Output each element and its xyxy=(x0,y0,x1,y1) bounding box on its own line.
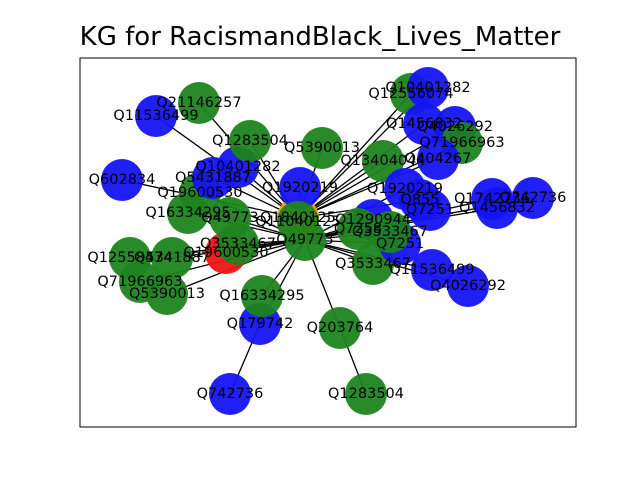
node-label: Q19600530 xyxy=(183,245,268,261)
graph-node xyxy=(101,159,143,201)
node-label: Q742736 xyxy=(197,386,264,402)
graph-node xyxy=(241,275,283,317)
graph-node xyxy=(337,208,379,250)
node-label: Q7258 xyxy=(334,221,382,237)
graph-node xyxy=(279,167,321,209)
node-label: Q16334295 xyxy=(219,288,304,304)
node-label: Q3533467 xyxy=(352,224,428,240)
node-label: Q1283504 xyxy=(212,133,288,149)
graph-edge xyxy=(297,123,425,219)
graph-title: KG for RacismandBlack_Lives_Matter xyxy=(79,22,561,52)
node-label: Q4026292 xyxy=(417,119,493,135)
node-label: Q1920219 xyxy=(262,180,338,196)
node-label: Q1840125 xyxy=(260,210,336,226)
graph-node xyxy=(178,82,220,124)
node-layer xyxy=(101,67,554,415)
node-label: Q1456832 xyxy=(386,116,462,132)
node-label: Q1742736 xyxy=(454,191,530,207)
graph-node xyxy=(151,237,193,279)
graph-edge xyxy=(297,158,439,219)
graph-node xyxy=(399,179,441,221)
node-label: Q5341887 xyxy=(134,250,210,266)
node-label: Q5390013 xyxy=(284,140,360,156)
graph-node xyxy=(345,373,387,415)
node-label: Q7251 xyxy=(376,236,424,252)
node-label: Q1920219 xyxy=(367,181,443,197)
node-label: Q12558474 xyxy=(87,250,172,266)
node-label: Q11536499 xyxy=(389,262,474,278)
graph-node xyxy=(403,103,445,145)
node-label: Q71966963 xyxy=(419,135,504,151)
graph-node xyxy=(512,177,554,219)
node-label: Q1283504 xyxy=(328,386,404,402)
graph-node xyxy=(229,120,271,162)
graph-node xyxy=(319,307,361,349)
node-label: Q19600530 xyxy=(157,185,242,201)
graph-node xyxy=(411,249,453,291)
node-label: Q11536499 xyxy=(113,108,198,124)
node-label: Q179742 xyxy=(227,316,294,332)
graph-node xyxy=(109,237,151,279)
node-label: Q742736 xyxy=(500,190,567,206)
node-label: Q49773 xyxy=(201,210,259,226)
node-label: Q3533467 xyxy=(335,256,411,272)
node-label: Q855 xyxy=(400,192,439,208)
graph-node xyxy=(471,178,513,220)
graph-node xyxy=(209,373,251,415)
plot-frame xyxy=(79,57,577,428)
graph-node xyxy=(135,95,177,137)
node-label: Q4026292 xyxy=(430,278,506,294)
node-label: Q203764 xyxy=(307,320,374,336)
node-label: Q13404044 xyxy=(340,153,425,169)
node-label: Q1290944 xyxy=(335,212,411,228)
node-label: Q3533467 xyxy=(200,236,276,252)
node-label: Q602834 xyxy=(89,172,156,188)
node-label: Q10401282 xyxy=(195,159,280,175)
graph-node xyxy=(209,197,251,239)
node-label: Q10401282 xyxy=(385,80,470,96)
node-label: Q5431887 xyxy=(175,170,251,186)
node-label: Q1456832 xyxy=(459,200,535,216)
node-label: Q12556074 xyxy=(368,86,453,102)
node-label: Q49773 xyxy=(276,232,334,248)
node-label: Q21146257 xyxy=(156,95,241,111)
graph-node xyxy=(301,127,343,169)
graph-node xyxy=(417,138,459,180)
node-label: Q7251 xyxy=(406,202,454,218)
node-label: Q11040125 xyxy=(255,214,340,230)
graph-node xyxy=(447,265,489,307)
graph-node xyxy=(407,67,449,109)
node-label: Q71966963 xyxy=(97,274,182,290)
node-label: Q404267 xyxy=(405,151,472,167)
graph-node xyxy=(277,201,319,243)
node-label: Q5390013 xyxy=(129,286,205,302)
graph-node xyxy=(369,211,411,253)
node-label: Q16334295 xyxy=(145,205,230,221)
